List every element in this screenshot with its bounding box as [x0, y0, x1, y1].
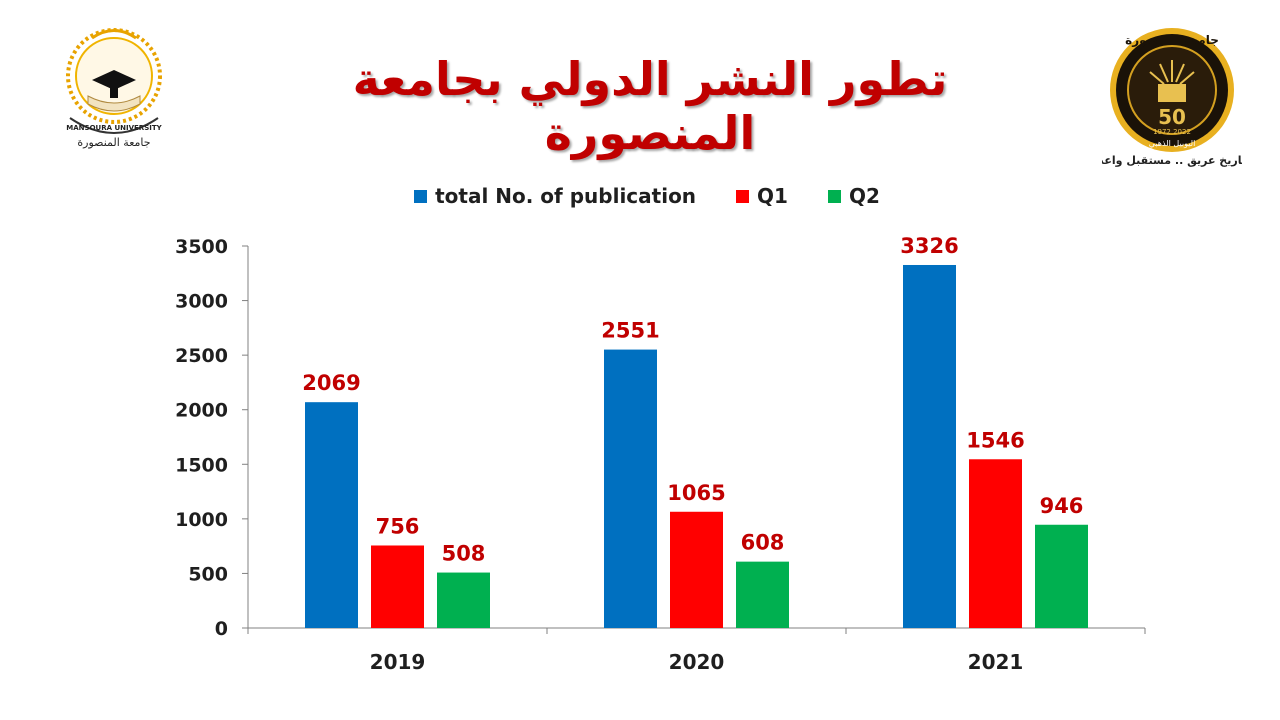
data-label: 3326 [900, 234, 958, 258]
bar [736, 561, 789, 628]
data-label: 608 [741, 531, 785, 555]
bar [305, 402, 358, 628]
x-tick-label: 2020 [669, 650, 725, 674]
y-tick-label: 1000 [175, 509, 228, 531]
y-tick-label: 0 [215, 618, 228, 640]
faculty-logo: MANSOURA UNIVERSITY جامعة المنصورة [66, 28, 163, 149]
bar [437, 572, 490, 628]
legend-swatch-q1 [736, 189, 750, 203]
data-label: 1546 [966, 428, 1024, 452]
y-tick-label: 1500 [175, 454, 228, 476]
legend-item-total: total No. of publication [400, 184, 696, 208]
legend-label-q2: Q2 [848, 184, 880, 208]
logo-right-number: 50 [1158, 105, 1186, 129]
y-tick-label: 2000 [175, 400, 228, 422]
logo-left-en: MANSOURA UNIVERSITY [66, 124, 162, 132]
legend-item-q2: Q2 [814, 184, 880, 208]
bar [604, 349, 657, 628]
bar [969, 459, 1022, 628]
legend-label-total: total No. of publication [435, 184, 697, 208]
data-label: 756 [376, 514, 420, 538]
x-tick-label: 2019 [370, 650, 426, 674]
bar [371, 545, 424, 628]
y-tick-label: 3500 [175, 236, 228, 258]
data-label: 508 [442, 542, 486, 566]
y-tick-label: 500 [188, 563, 228, 585]
data-label: 2551 [601, 319, 659, 343]
jubilee-logo: جامعة المنصورة 50 1972 2022 اليوبيل الذه… [1102, 28, 1242, 167]
legend-label-q1: Q1 [757, 184, 788, 208]
y-tick-label: 2500 [175, 345, 228, 367]
data-label: 946 [1040, 494, 1084, 518]
data-label: 1065 [667, 481, 725, 505]
legend-swatch-total [414, 189, 428, 203]
legend-swatch-q2 [827, 189, 841, 203]
logo-left-ar: جامعة المنصورة [77, 136, 150, 149]
data-label: 2069 [302, 371, 360, 395]
logo-right-ar: جامعة المنصورة [1125, 33, 1219, 48]
logo-right-years: 1972 2022 [1153, 128, 1191, 136]
page-title: تطور النشر الدولي بجامعة المنصورة [352, 52, 948, 160]
bar [670, 511, 723, 628]
logo-right-label: اليوبيل الذهبي [1149, 139, 1196, 148]
logo-right-slogan: تاريخ عريق .. مستقبل واعد [1102, 154, 1242, 167]
x-tick-label: 2021 [968, 650, 1024, 674]
legend-item-q1: Q1 [722, 184, 788, 208]
bar [1035, 524, 1088, 628]
y-tick-label: 3000 [175, 291, 228, 313]
bar [903, 264, 956, 628]
chart-legend: total No. of publication Q1 Q2 [0, 184, 1280, 208]
